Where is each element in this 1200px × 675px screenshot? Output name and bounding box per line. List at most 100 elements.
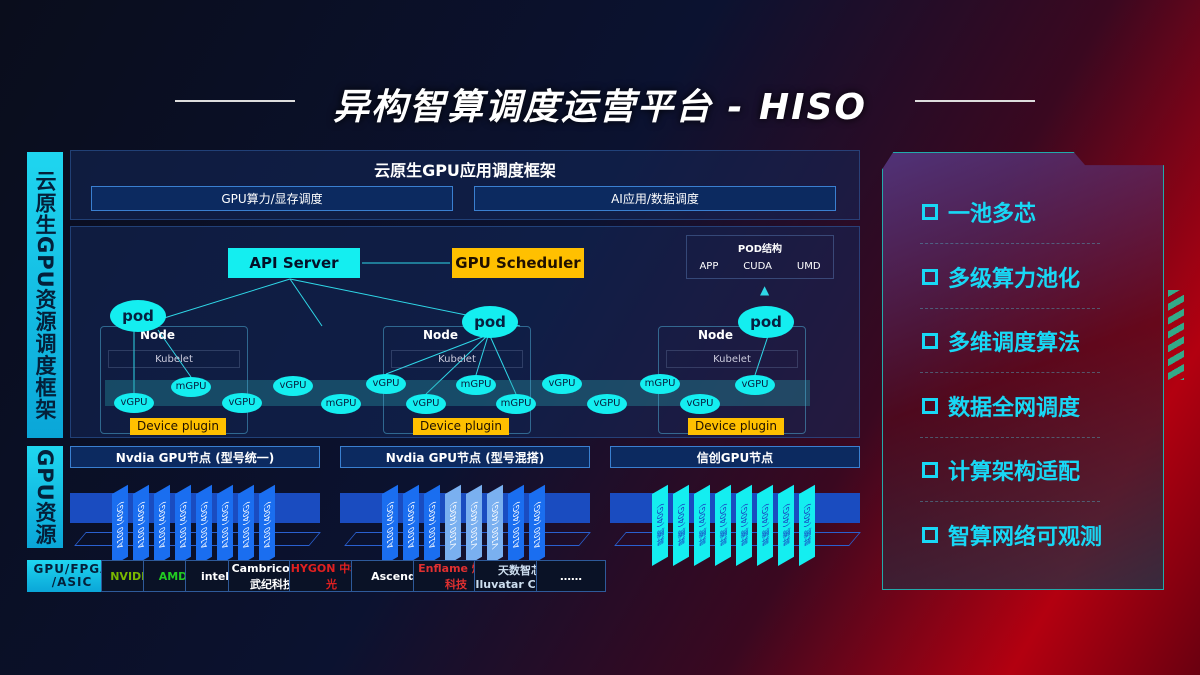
feature-label: 计算架构适配 <box>948 460 1081 485</box>
up-arrow-icon: ▲ <box>760 283 770 297</box>
gpu-node-title: 信创GPU节点 <box>610 446 860 468</box>
node-label: Node <box>698 328 734 342</box>
pod-umd: UMD <box>796 261 821 272</box>
gpu-card: V100 (40G) <box>445 484 461 566</box>
pod-structure: POD结构 APP CUDA UMD <box>686 235 834 279</box>
gpu-ellipse: vGPU <box>735 375 775 395</box>
gpu-card-label: A100 (40G) <box>136 499 146 551</box>
gpu-card: A100 (40G) <box>217 484 233 566</box>
gpu-ellipse: vGPU <box>587 394 627 414</box>
vendor-logo-8: …… <box>536 560 606 592</box>
gpu-card-label: V100 (40G) <box>469 499 479 551</box>
gpu-ellipse: mGPU <box>456 375 496 395</box>
gpu-card: A100 (40G) <box>175 484 191 566</box>
gpu-card: 昇腾 (40G) <box>652 484 668 566</box>
gpu-ellipse: mGPU <box>321 394 361 414</box>
gpu-ellipse: mGPU <box>171 377 211 397</box>
gpu-card: A100 (40G) <box>196 484 212 566</box>
framework-title: 云原生GPU应用调度框架 <box>374 161 556 180</box>
page-title: 异构智算调度运营平台 - HISO <box>332 87 868 128</box>
feature-divider <box>920 501 1100 502</box>
gpu-ellipse: vGPU <box>542 374 582 394</box>
feature-item: 一池多芯 <box>922 196 1036 228</box>
pod-ellipse: pod <box>110 300 166 332</box>
gpu-card-label: 昇腾 (40G) <box>655 502 665 549</box>
checkbox-icon <box>922 333 938 349</box>
pod-cuda: CUDA <box>743 261 772 272</box>
gpu-card: A100 (40G) <box>154 484 170 566</box>
feature-label: 多级算力池化 <box>948 266 1081 292</box>
gpu-card: V100 (40G) <box>466 484 482 566</box>
side-label-gpu-resources: GPU资源 <box>27 446 63 548</box>
gpu-ellipse: vGPU <box>273 376 313 396</box>
kubelet-box: Kubelet <box>391 350 523 368</box>
node-label: Node <box>140 328 176 342</box>
pod-ellipse: pod <box>738 306 794 338</box>
gpu-ellipse: vGPU <box>680 394 720 414</box>
gpu-ellipse: vGPU <box>406 394 446 414</box>
stripes-decoration <box>1168 290 1184 380</box>
gpu-card-label: A100 (40G) <box>220 499 230 551</box>
gpu-node-title: Nvdia GPU节点 (型号统一) <box>70 446 320 468</box>
gpu-card-label: A100 (40G) <box>511 499 521 551</box>
gpu-ellipse: mGPU <box>496 394 536 414</box>
gpu-card: A100 (40G) <box>508 484 524 566</box>
title-decoration-left <box>175 100 295 102</box>
feature-label: 多维调度算法 <box>948 331 1081 356</box>
pod-app: APP <box>699 261 719 272</box>
gpu-card: 昇腾 (40G) <box>799 484 815 566</box>
gpu-card-label: A100 (40G) <box>406 499 416 551</box>
gpu-node-band <box>70 493 320 523</box>
checkbox-icon <box>922 462 938 478</box>
feature-divider <box>920 436 1100 438</box>
feature-item: 计算架构适配 <box>922 454 1080 486</box>
gpu-ellipse: vGPU <box>222 393 262 413</box>
checkbox-icon <box>922 204 938 220</box>
gpu-card-label: 昇腾 (40G) <box>676 502 686 549</box>
gpu-compute-scheduling: GPU算力/显存调度 <box>91 186 453 211</box>
gpu-card: A100 (40G) <box>112 484 128 566</box>
feature-panel <box>882 152 1164 590</box>
gpu-card-label: V100 (40G) <box>448 499 458 551</box>
gpu-card-label: 昇腾 (40G) <box>697 502 707 549</box>
gpu-card: A100 (40G) <box>133 484 149 566</box>
gpu-card-label: 昇腾 (40G) <box>781 502 791 549</box>
gpu-card-label: 昇腾 (40G) <box>739 502 749 549</box>
link-node2 <box>289 278 323 327</box>
gpu-card: A100 (40G) <box>382 484 398 566</box>
feature-item: 数据全网调度 <box>922 390 1080 422</box>
gpu-card: A100 (40G) <box>259 484 275 566</box>
gpu-card-label: V100 (40G) <box>490 499 500 551</box>
feature-item: 多级算力池化 <box>922 261 1080 293</box>
feature-item: 多维调度算法 <box>922 325 1080 357</box>
gpu-ellipse: vGPU <box>366 374 406 394</box>
gpu-card: 昇腾 (40G) <box>778 484 794 566</box>
checkbox-icon <box>922 397 938 414</box>
kubelet-box: Kubelet <box>666 350 798 368</box>
device-plugin-box: Device plugin <box>688 418 784 435</box>
gpu-scheduler-box: GPU Scheduler <box>452 248 584 278</box>
gpu-card: V100 (40G) <box>487 484 503 566</box>
gpu-card: A100 (40G) <box>238 484 254 566</box>
gpu-ellipse: mGPU <box>640 374 680 394</box>
node-label: Node <box>423 328 459 342</box>
gpu-ellipse: vGPU <box>114 393 154 413</box>
checkbox-icon <box>922 268 938 285</box>
gpu-node-title: Nvdia GPU节点 (型号混搭) <box>340 446 590 468</box>
gpu-card: 昇腾 (40G) <box>736 484 752 566</box>
gpu-card-label: A100 (40G) <box>178 499 188 551</box>
feature-divider <box>920 372 1100 373</box>
feature-divider <box>920 243 1100 244</box>
gpu-card-label: 昇腾 (40G) <box>718 502 728 549</box>
gpu-card-label: 昇腾 (40G) <box>802 502 812 549</box>
feature-divider <box>920 307 1100 309</box>
gpu-card-label: A100 (40G) <box>115 499 125 551</box>
gpu-card-label: A100 (40G) <box>241 499 251 551</box>
gpu-node-band <box>610 493 860 523</box>
gpu-node-band <box>340 493 590 523</box>
kubelet-box: Kubelet <box>108 350 240 368</box>
gpu-card-label: 昇腾 (40G) <box>760 502 770 549</box>
gpu-card-label: A100 (40G) <box>262 499 272 551</box>
feature-label: 一池多芯 <box>948 202 1037 227</box>
title-decoration-right <box>915 100 1035 102</box>
